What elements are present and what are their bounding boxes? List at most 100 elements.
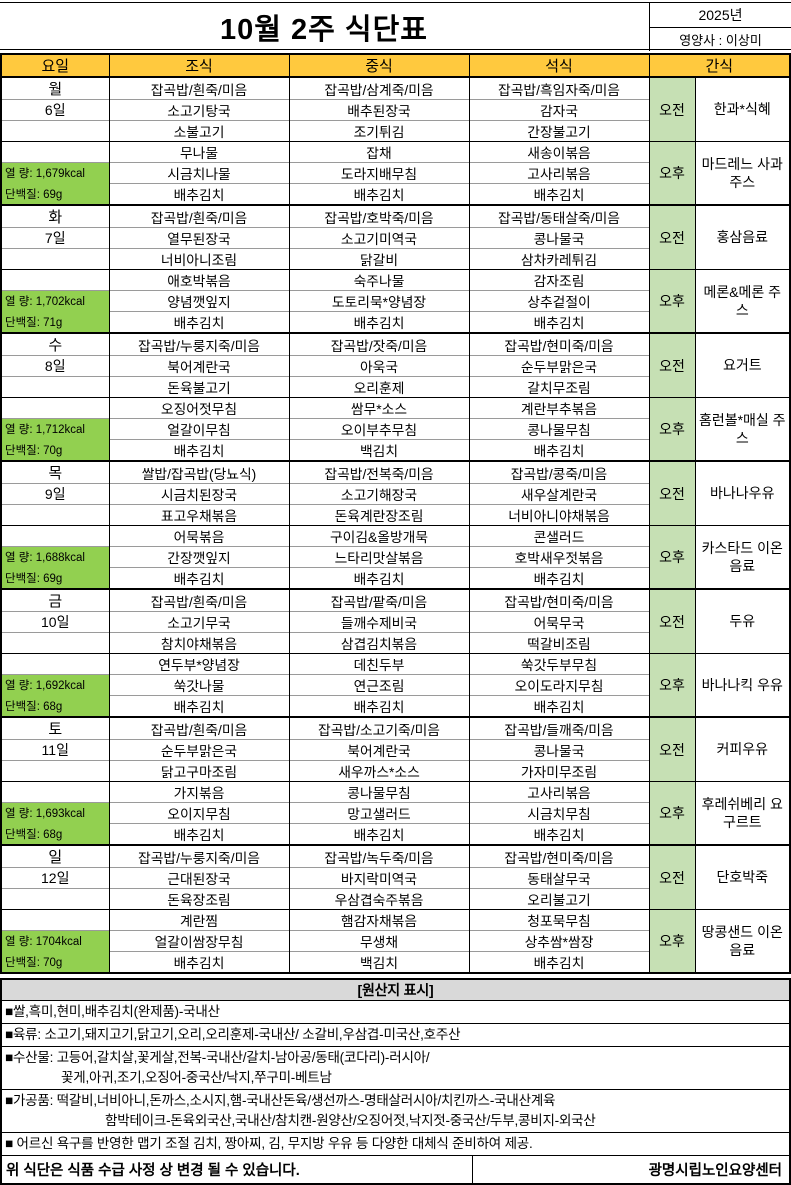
breakfast-item: 얼갈이쌈장무침 bbox=[108, 930, 290, 952]
am-snack: 한과*식혜 bbox=[694, 76, 791, 142]
breakfast-item: 닭고구마조림 bbox=[108, 760, 290, 782]
day-spacer bbox=[0, 248, 110, 270]
day-row: 단백질: 69g 배추김치 배추김치 배추김치 bbox=[0, 567, 790, 589]
dinner-item: 떡갈비조림 bbox=[468, 632, 650, 654]
day-row: 목 쌀밥/잡곡밥(당뇨식) 잡곡밥/전복죽/미음 잡곡밥/콩죽/미음 오전 바나나우유 bbox=[0, 460, 791, 526]
day-date: 9일 bbox=[0, 483, 110, 505]
origin-line: ■쌀,흑미,현미,배추김치(완제품)-국내산 bbox=[5, 1004, 220, 1019]
pm-snack: 후레쉬베리 요구르트 bbox=[694, 781, 791, 845]
day-row: 열 량: 1,692kcal 쑥갓나물 연근조림 오이도라지무침 bbox=[0, 674, 790, 696]
dinner-item: 청포묵무침 bbox=[468, 909, 650, 931]
dinner-item: 잡곡밥/콩죽/미음 bbox=[468, 460, 650, 484]
dinner-item: 새우살계란국 bbox=[468, 483, 650, 505]
breakfast-item: 배추김치 bbox=[108, 823, 290, 845]
day-row: 닭고구마조림 새우까스*소스 가자미무조림 bbox=[0, 760, 790, 782]
day-spacer bbox=[0, 781, 110, 803]
dinner-item: 오리불고기 bbox=[468, 888, 650, 910]
pm-label: 오후 bbox=[648, 525, 696, 589]
day-row: 표고우채볶음 돈육계란장조림 너비아니야채볶음 bbox=[0, 504, 790, 526]
lunch-item: 잡곡밥/녹두죽/미음 bbox=[288, 844, 470, 868]
day-row: 무나물 잡채 새송이볶음 오후 마드레느 사과주스 bbox=[0, 141, 791, 205]
lunch-item: 배추김치 bbox=[288, 823, 470, 845]
lunch-item: 잡곡밥/삼계죽/미음 bbox=[288, 76, 470, 100]
day-name: 일 bbox=[0, 844, 110, 868]
lunch-item: 잡곡밥/잣죽/미음 bbox=[288, 332, 470, 356]
day-spacer bbox=[0, 376, 110, 398]
day-name: 토 bbox=[0, 716, 110, 740]
breakfast-item: 참치야채볶음 bbox=[108, 632, 290, 654]
col-header-breakfast: 조식 bbox=[108, 53, 290, 78]
breakfast-item: 배추김치 bbox=[108, 695, 290, 717]
breakfast-item: 어묵볶음 bbox=[108, 525, 290, 547]
day-date: 10일 bbox=[0, 611, 110, 633]
breakfast-item: 소고기탕국 bbox=[108, 99, 290, 121]
lunch-item: 잡곡밥/전복죽/미음 bbox=[288, 460, 470, 484]
lunch-item: 소고기해장국 bbox=[288, 483, 470, 505]
dinner-item: 잡곡밥/동태살죽/미음 bbox=[468, 204, 650, 228]
day-row: 12일 근대된장국 바지락미역국 동태살무국 bbox=[0, 867, 790, 889]
lunch-item: 느타리맛살볶음 bbox=[288, 546, 470, 568]
day-row: 어묵볶음 구이김&올방개묵 콘샐러드 오후 카스타드 이온음료 bbox=[0, 525, 791, 589]
dinner-item: 상추겉절이 bbox=[468, 290, 650, 312]
day-date: 7일 bbox=[0, 227, 110, 249]
origin-line: [원산지 표시] bbox=[357, 982, 434, 998]
lunch-item: 소고기미역국 bbox=[288, 227, 470, 249]
kcal-value: 열 량: 1,702kcal bbox=[0, 290, 110, 312]
breakfast-item: 잡곡밥/흰죽/미음 bbox=[108, 588, 290, 612]
dinner-item: 동태살무국 bbox=[468, 867, 650, 889]
day-date: 11일 bbox=[0, 739, 110, 761]
lunch-item: 도라지배무침 bbox=[288, 162, 470, 184]
dinner-item: 잡곡밥/현미죽/미음 bbox=[468, 332, 650, 356]
day-name: 화 bbox=[0, 204, 110, 228]
origin-row: ■수산물: 고등어,갈치살,꽃게살,전복-국내산/갈치-남아공/동태(코다리)-… bbox=[2, 1046, 789, 1089]
lunch-item: 백김치 bbox=[288, 439, 470, 461]
pm-snack: 홈런볼*매실 주스 bbox=[694, 397, 791, 461]
am-snack: 커피우유 bbox=[694, 716, 791, 782]
am-label: 오전 bbox=[648, 332, 696, 398]
lunch-item: 도토리묵*양념장 bbox=[288, 290, 470, 312]
day-row: 수 잡곡밥/누룽지죽/미음 잡곡밥/잣죽/미음 잡곡밥/현미죽/미음 오전 요거트 bbox=[0, 332, 791, 398]
kcal-value: 열 량: 1704kcal bbox=[0, 930, 110, 952]
breakfast-item: 소불고기 bbox=[108, 120, 290, 142]
am-snack: 바나나우유 bbox=[694, 460, 791, 526]
day-spacer bbox=[0, 760, 110, 782]
dinner-item: 새송이볶음 bbox=[468, 141, 650, 163]
kcal-value: 열 량: 1,679kcal bbox=[0, 162, 110, 184]
pm-snack: 메론&메론 주스 bbox=[694, 269, 791, 333]
breakfast-item: 잡곡밥/흰죽/미음 bbox=[108, 716, 290, 740]
day-row: 토 잡곡밥/흰죽/미음 잡곡밥/소고기죽/미음 잡곡밥/들깨죽/미음 오전 커피우유 bbox=[0, 716, 791, 782]
pm-label: 오후 bbox=[648, 141, 696, 205]
lunch-item: 바지락미역국 bbox=[288, 867, 470, 889]
origin-line: 꽃게,아귀,조기,오징어-중국산/낙지,쭈구미-베트남 bbox=[61, 1070, 332, 1085]
dinner-item: 감자조림 bbox=[468, 269, 650, 291]
breakfast-item: 쌀밥/잡곡밥(당뇨식) bbox=[108, 460, 290, 484]
day-spacer bbox=[0, 141, 110, 163]
day-name: 수 bbox=[0, 332, 110, 356]
day-row: 열 량: 1,693kcal 오이지무침 망고샐러드 시금치무침 bbox=[0, 802, 790, 824]
col-header-day: 요일 bbox=[0, 53, 110, 78]
protein-value: 단백질: 70g bbox=[0, 439, 110, 461]
origin-row: ■쌀,흑미,현미,배추김치(완제품)-국내산 bbox=[2, 1000, 789, 1023]
protein-value: 단백질: 70g bbox=[0, 951, 110, 973]
pm-snack: 카스타드 이온음료 bbox=[694, 525, 791, 589]
lunch-item: 오리훈제 bbox=[288, 376, 470, 398]
lunch-item: 잡곡밥/호박죽/미음 bbox=[288, 204, 470, 228]
table-header-row: 요일 조식 중식 석식 간식 bbox=[0, 53, 791, 78]
origin-section-title: [원산지 표시] bbox=[2, 980, 789, 1000]
breakfast-item: 너비아니조림 bbox=[108, 248, 290, 270]
breakfast-item: 쑥갓나물 bbox=[108, 674, 290, 696]
am-snack: 단호박죽 bbox=[694, 844, 791, 910]
day-spacer bbox=[0, 909, 110, 931]
breakfast-item: 가지볶음 bbox=[108, 781, 290, 803]
year-label: 2025년 bbox=[650, 3, 791, 28]
day-row: 일 잡곡밥/누룽지죽/미음 잡곡밥/녹두죽/미음 잡곡밥/현미죽/미음 오전 단호박죽 bbox=[0, 844, 791, 910]
day-row: 9일 시금치된장국 소고기해장국 새우살계란국 bbox=[0, 483, 790, 505]
pm-label: 오후 bbox=[648, 909, 696, 973]
breakfast-item: 배추김치 bbox=[108, 439, 290, 461]
lunch-item: 연근조림 bbox=[288, 674, 470, 696]
dinner-item: 순두부맑은국 bbox=[468, 355, 650, 377]
am-snack: 두유 bbox=[694, 588, 791, 654]
pm-label: 오후 bbox=[648, 269, 696, 333]
dinner-item: 잡곡밥/현미죽/미음 bbox=[468, 844, 650, 868]
day-row: 열 량: 1704kcal 얼갈이쌈장무침 무생채 상추쌈*쌈장 bbox=[0, 930, 790, 952]
